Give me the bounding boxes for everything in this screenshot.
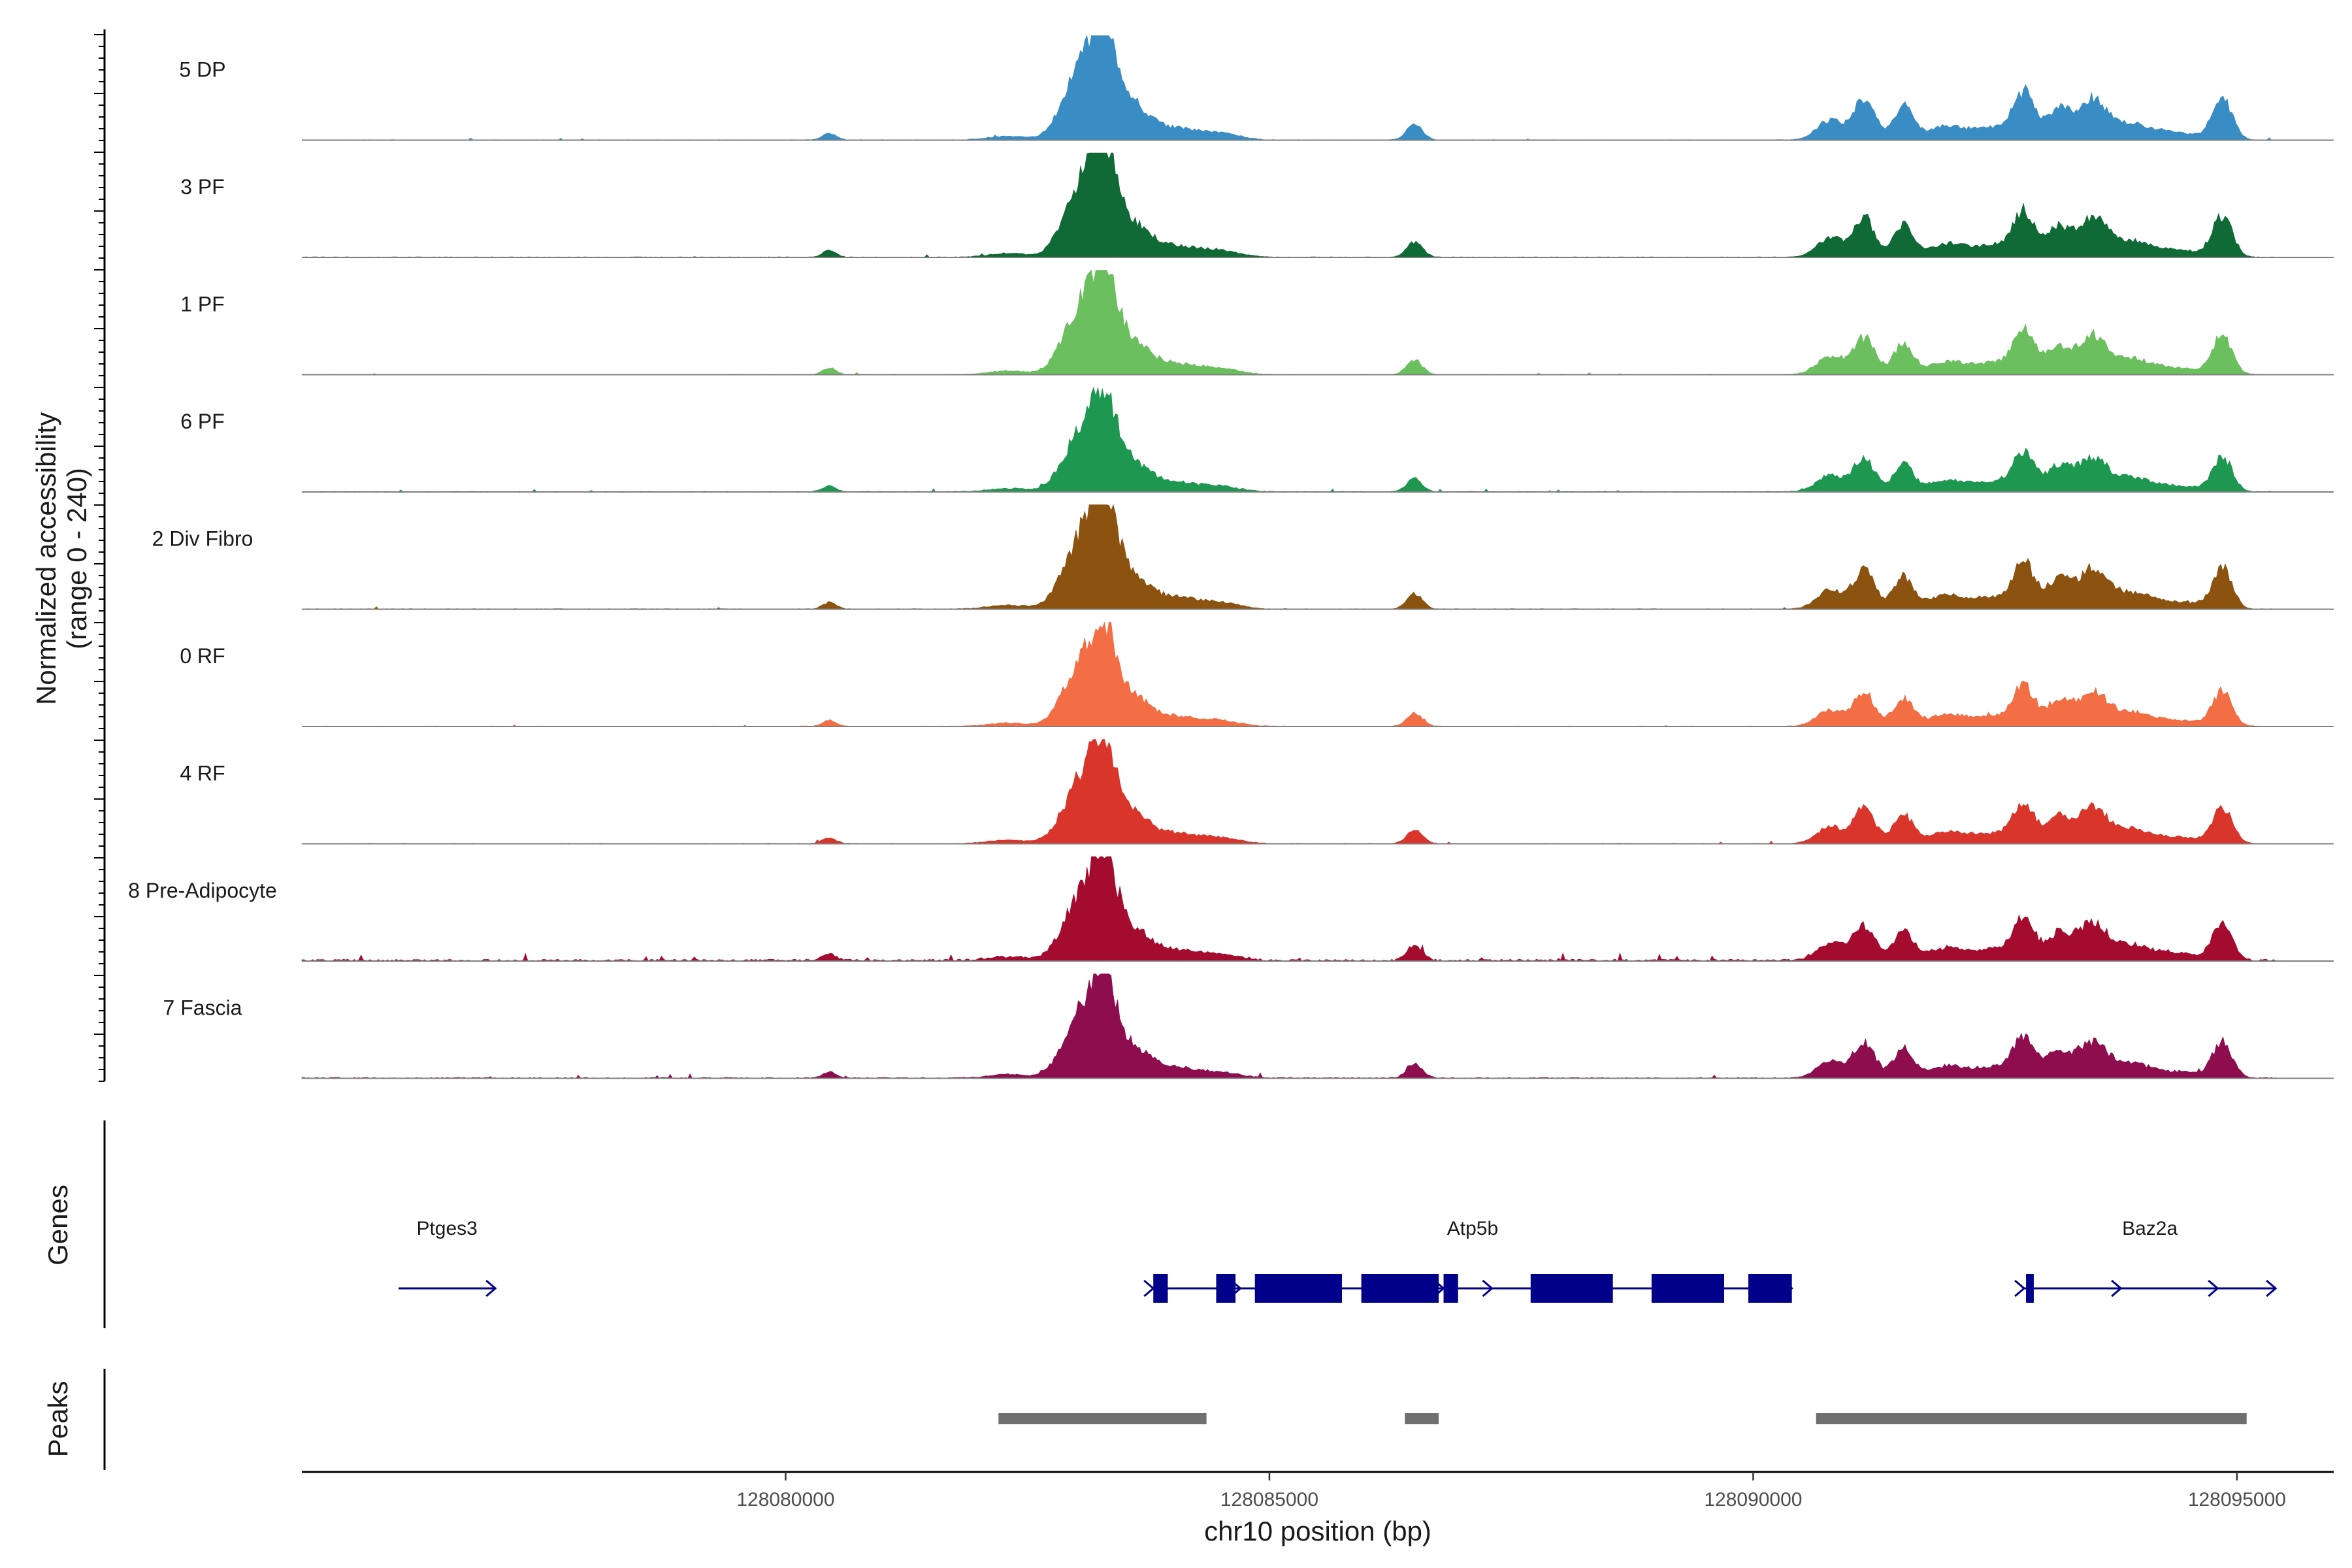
y-axis-title-line2: (range 0 - 240) bbox=[61, 468, 92, 649]
coverage-area-8 bbox=[301, 973, 2276, 1079]
track-label-3: 6 PF bbox=[180, 410, 225, 433]
x-tick-label-1: 128085000 bbox=[1220, 1489, 1318, 1511]
gene-strand-arrow-1-3 bbox=[1482, 1279, 1494, 1298]
peak-bar-0 bbox=[998, 1413, 1207, 1424]
track-label-7: 8 Pre-Adipocyte bbox=[128, 879, 277, 902]
gene-exon-1-3 bbox=[1361, 1274, 1439, 1303]
gene-strand-arrow-1-0 bbox=[1143, 1279, 1155, 1298]
coverage-area-0 bbox=[301, 35, 2276, 140]
gene-label-1: Atp5b bbox=[1447, 1218, 1498, 1239]
peak-track bbox=[998, 1413, 2247, 1424]
gene-exon-2-0 bbox=[2026, 1274, 2034, 1303]
track-label-0: 5 DP bbox=[179, 58, 225, 82]
track-label-5: 0 RF bbox=[180, 644, 225, 668]
coverage-area-1 bbox=[301, 152, 2276, 258]
gene-exon-1-2 bbox=[1254, 1274, 1343, 1303]
genes-label: Genes bbox=[42, 1184, 73, 1266]
x-tick-label-0: 128080000 bbox=[736, 1489, 834, 1511]
coverage-area-4 bbox=[301, 504, 2276, 610]
y-axis-title-line1: Normalized accessibility bbox=[31, 412, 61, 705]
peaks-label: Peaks bbox=[42, 1381, 73, 1458]
x-tick-label-3: 128095000 bbox=[2188, 1489, 2286, 1511]
track-label-8: 7 Fascia bbox=[163, 996, 242, 1020]
coverage-area-3 bbox=[301, 387, 2276, 493]
coverage-tracks: 5 DP 3 PF 1 PF 6 PF 2 Div Fibro 0 RF 4 RF 8 Pre… bbox=[128, 35, 2334, 1079]
track-label-1: 3 PF bbox=[180, 175, 225, 199]
gene-track: Ptges3 Atp5b Baz2a bbox=[399, 1218, 2278, 1303]
peak-bar-2 bbox=[1816, 1413, 2247, 1424]
gene-exon-1-6 bbox=[1651, 1274, 1724, 1303]
x-axis-title: chr10 position (bp) bbox=[1204, 1516, 1431, 1546]
x-tick-label-2: 128090000 bbox=[1704, 1489, 1802, 1511]
gene-exon-1-0 bbox=[1153, 1274, 1168, 1303]
gene-strand-arrow-2-3 bbox=[2266, 1279, 2278, 1298]
gene-strand-arrow-1-4 bbox=[1782, 1279, 1793, 1298]
gene-strand-arrow-2-2 bbox=[2208, 1279, 2219, 1298]
gene-exon-1-1 bbox=[1216, 1274, 1236, 1303]
gene-strand-arrow-1-1 bbox=[1230, 1279, 1242, 1298]
gene-strand-arrow-2-1 bbox=[2111, 1279, 2123, 1298]
gene-strand-arrow-1-2 bbox=[1433, 1279, 1445, 1298]
track-label-4: 2 Div Fibro bbox=[152, 527, 253, 551]
gene-label-2: Baz2a bbox=[2122, 1218, 2178, 1239]
coverage-area-6 bbox=[301, 739, 2276, 844]
coverage-area-7 bbox=[301, 856, 2276, 962]
track-y-axis bbox=[94, 29, 106, 1082]
track-label-6: 4 RF bbox=[180, 762, 225, 785]
peak-bar-1 bbox=[1405, 1413, 1439, 1424]
gene-exon-1-7 bbox=[1748, 1274, 1792, 1303]
coverage-area-5 bbox=[301, 621, 2276, 727]
x-axis: 128080000 128085000 128090000 128095000 bbox=[302, 1471, 2334, 1511]
gene-exon-1-4 bbox=[1443, 1274, 1458, 1303]
gene-exon-1-5 bbox=[1530, 1274, 1613, 1303]
gene-label-0: Ptges3 bbox=[416, 1218, 477, 1239]
coverage-area-2 bbox=[301, 269, 2276, 375]
gene-strand-arrow-2-0 bbox=[2014, 1279, 2026, 1298]
gene-strand-arrow-0-0 bbox=[485, 1279, 497, 1298]
track-label-2: 1 PF bbox=[180, 293, 225, 316]
